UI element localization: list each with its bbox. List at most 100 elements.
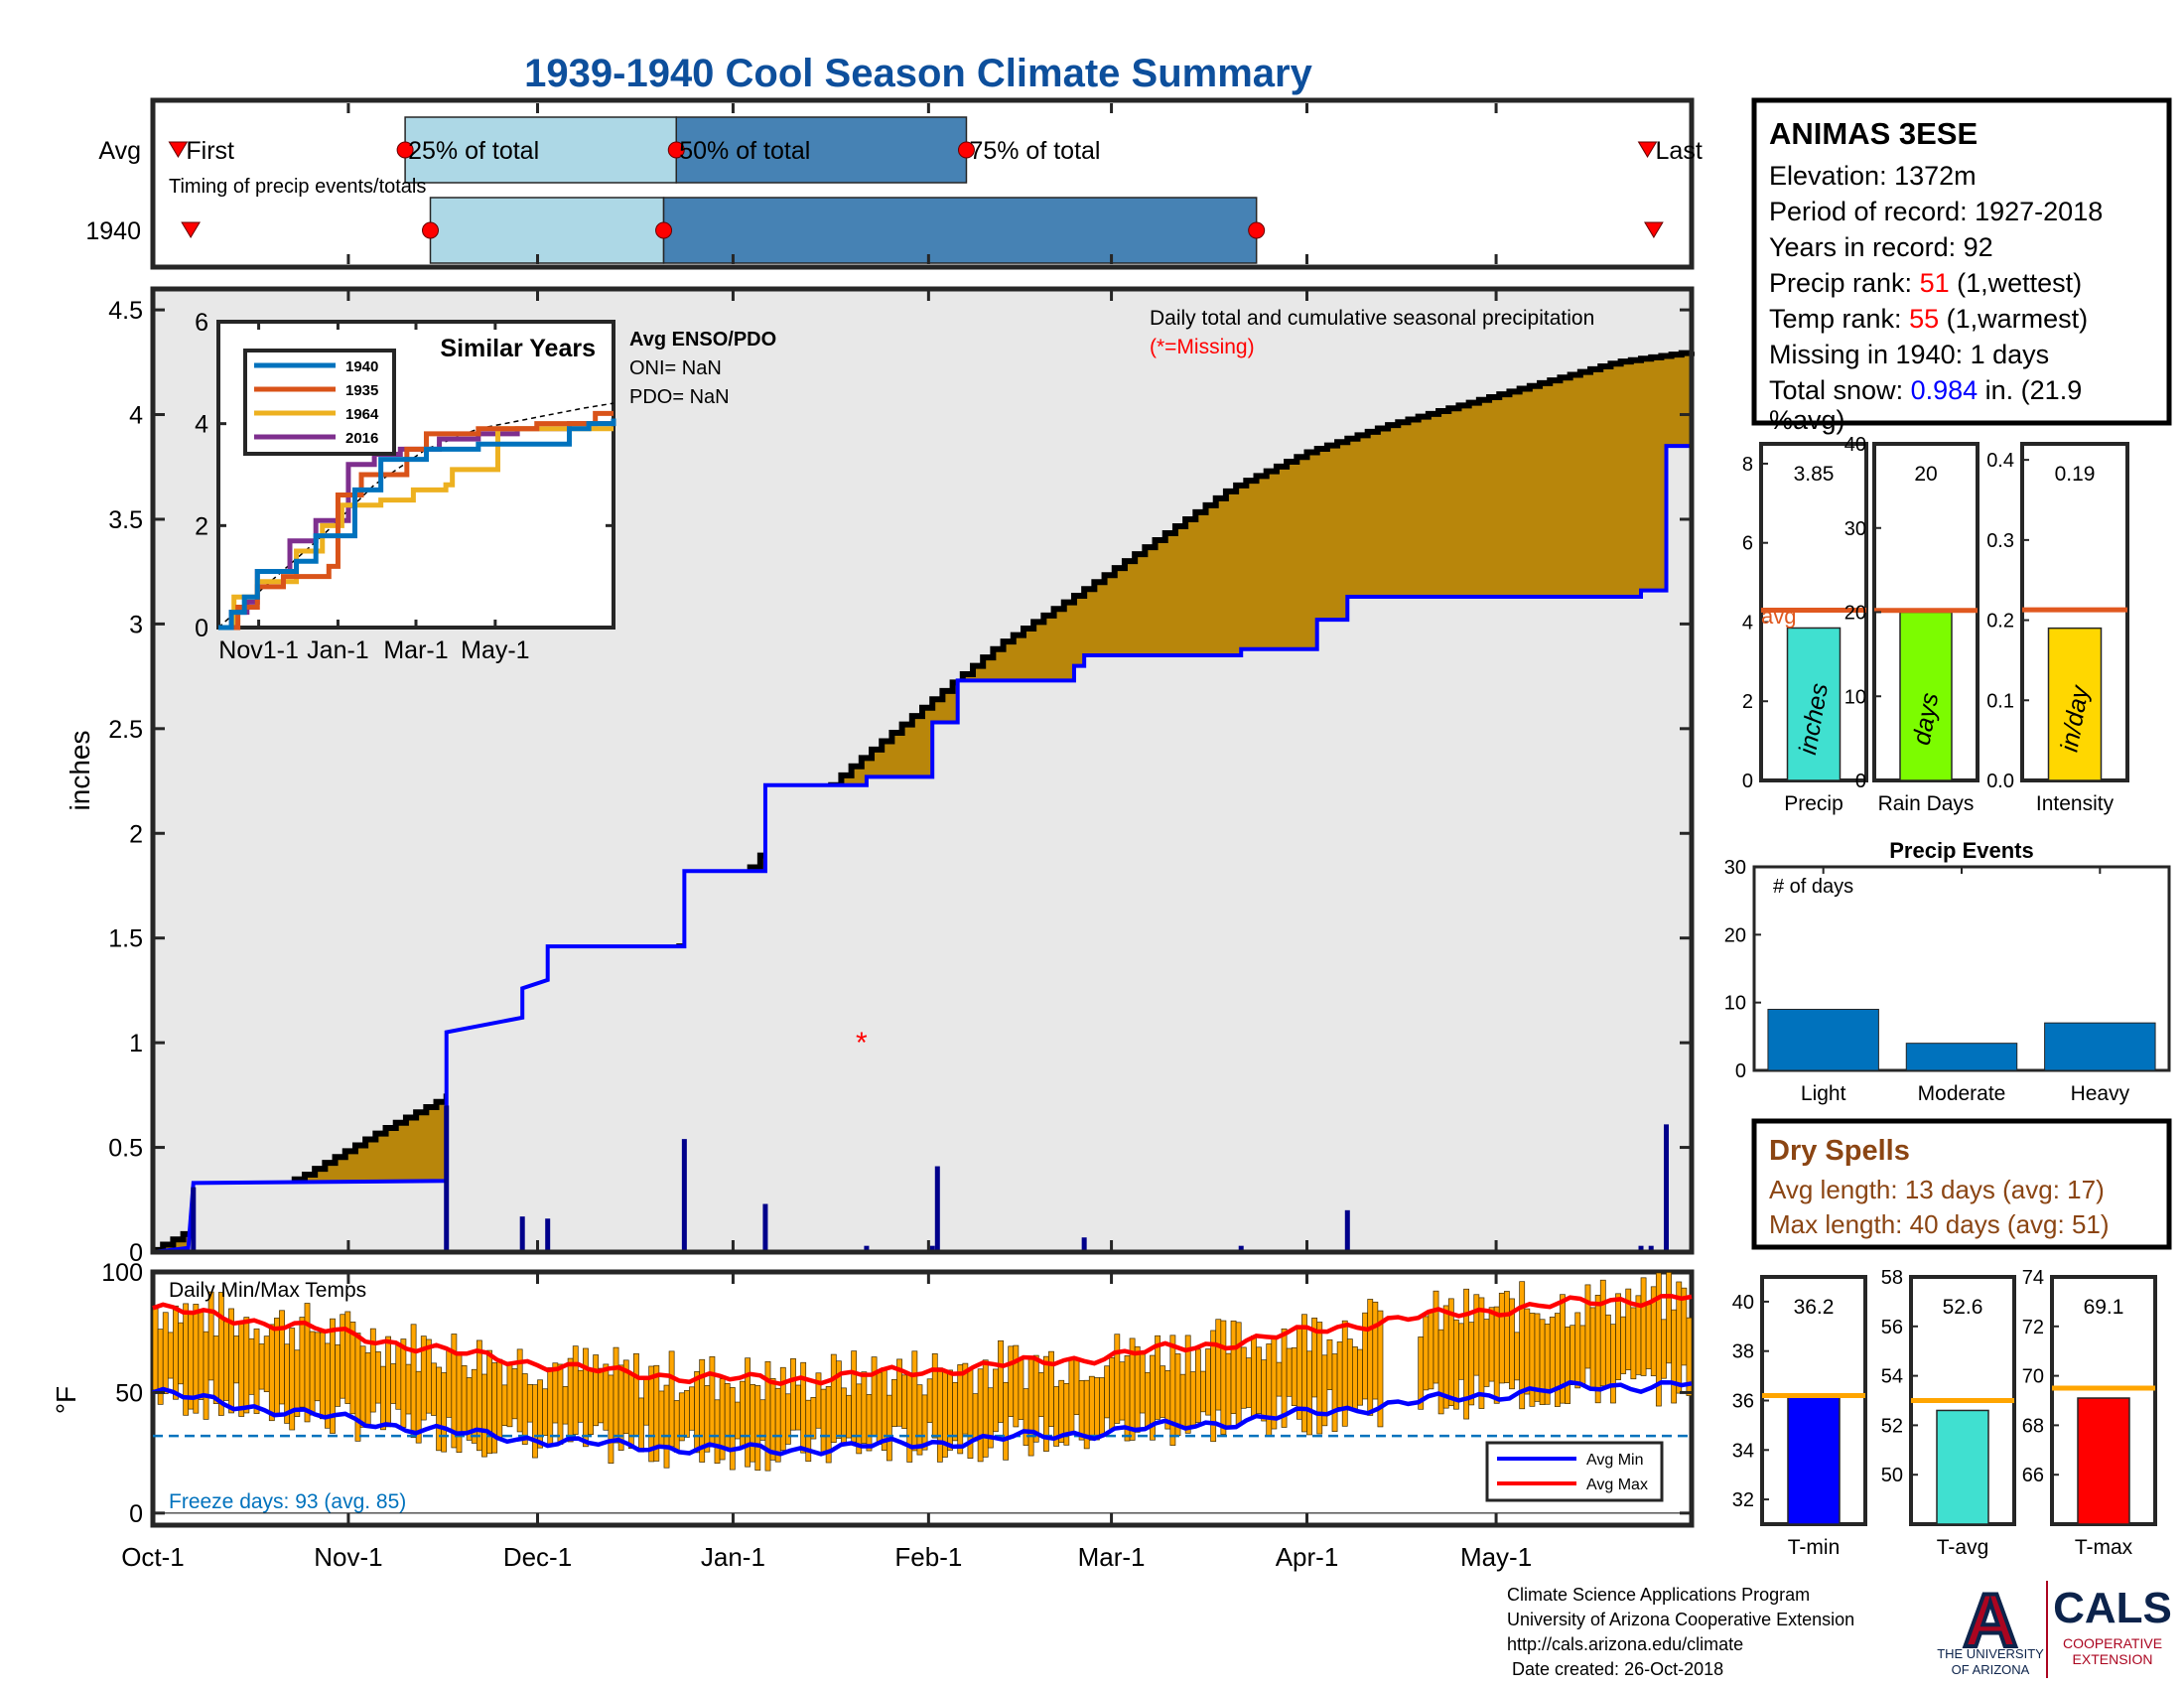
daily-temp-bar-55 xyxy=(431,1362,437,1416)
daily-temp-bar-163 xyxy=(977,1368,984,1463)
daily-temp-bar-95 xyxy=(633,1352,639,1437)
daily-temp-bar-126 xyxy=(790,1358,796,1431)
daily-temp-bar-29 xyxy=(299,1317,306,1408)
daily-temp-bar-14 xyxy=(223,1321,229,1401)
daily-temp-bar-253 xyxy=(1433,1290,1439,1384)
daily-temp-bar-292 xyxy=(1630,1307,1637,1380)
daily-temp-bar-96 xyxy=(638,1397,644,1453)
daily-temp-bar-189 xyxy=(1109,1356,1116,1431)
station-frame xyxy=(1751,97,2172,426)
daily-temp-bar-107 xyxy=(694,1370,701,1454)
daily-temp-bar-25 xyxy=(279,1310,285,1405)
temp-ytick-label-1: 50 xyxy=(115,1379,143,1407)
inset-ytick-label-2: 4 xyxy=(195,411,208,439)
timing-dot-y1940-2 xyxy=(1248,221,1266,239)
cum-ytick-label-2: 1 xyxy=(129,1030,143,1057)
daily-temp-bar-262 xyxy=(1478,1297,1485,1409)
temperature-chart: 0 50 100 Daily Min/Max Temps °F Freeze day… xyxy=(51,1259,1695,1528)
page-title: 1939-1940 Cool Season Climate Summary xyxy=(524,52,1312,95)
events-ytick-label-3: 30 xyxy=(1724,857,1746,879)
daily-temp-bar-182 xyxy=(1073,1356,1080,1416)
dry-max: Max length: 40 days (avg: 51) xyxy=(1769,1209,2110,1239)
events-label-light: Light xyxy=(1801,1082,1846,1105)
timing-caption: Timing of precip events/totals xyxy=(169,176,426,198)
daily-temp-bar-188 xyxy=(1104,1365,1111,1419)
temp-panel-value-0: 36.2 xyxy=(1794,1296,1835,1319)
daily-temp-bar-18 xyxy=(243,1317,250,1414)
daily-temp-bar-42 xyxy=(364,1352,371,1427)
daily-precip-bar-11 xyxy=(1344,1209,1350,1252)
daily-temp-bar-290 xyxy=(1620,1316,1627,1374)
daily-temp-bar-153 xyxy=(926,1378,933,1423)
daily-temp-bar-303 xyxy=(1686,1317,1693,1396)
precip-panel-ytick-label-2-0: 0.0 xyxy=(1986,771,2014,792)
daily-temp-bar-168 xyxy=(1003,1381,1010,1461)
month-label-2: Dec-1 xyxy=(503,1542,572,1572)
timing-last-marker-y1940 xyxy=(1644,221,1664,238)
cum-ytick-label-5: 2.5 xyxy=(108,716,143,744)
daily-temp-bar-227 xyxy=(1301,1314,1307,1433)
daily-temp-bar-141 xyxy=(866,1394,873,1452)
daily-temp-bar-232 xyxy=(1326,1338,1333,1390)
daily-precip-bar-10 xyxy=(1238,1245,1244,1252)
daily-temp-bar-85 xyxy=(583,1347,589,1448)
inset-series-line-1940 xyxy=(218,418,616,631)
daily-temp-bar-219 xyxy=(1261,1359,1268,1422)
daily-temp-bar-181 xyxy=(1068,1359,1075,1434)
similar-years-inset: 0 2 4 6 Nov1-1 Jan-1 Mar-1 May-1 1940 1935 1964 201… xyxy=(195,309,776,664)
daily-temp-bar-32 xyxy=(314,1332,321,1402)
temp-panel-value-2: 69.1 xyxy=(2084,1296,2124,1319)
month-label-1: Nov-1 xyxy=(314,1542,382,1572)
month-label-7: May-1 xyxy=(1460,1542,1532,1572)
daily-temp-bar-183 xyxy=(1078,1380,1085,1441)
daily-temp-bar-145 xyxy=(886,1394,892,1462)
timing-dot-avg-0 xyxy=(396,141,414,159)
daily-temp-bar-7 xyxy=(188,1312,195,1410)
daily-temp-bar-56 xyxy=(436,1366,442,1452)
daily-temp-bar-88 xyxy=(598,1367,605,1424)
temp-legend-box xyxy=(1485,1441,1664,1502)
temp-panel-bar-t-min xyxy=(1787,1394,1841,1525)
daily-temp-bar-105 xyxy=(684,1390,690,1438)
cum-ytick-label-4: 2 xyxy=(129,820,143,848)
daily-temp-bar-115 xyxy=(734,1401,741,1440)
daily-temp-bar-186 xyxy=(1094,1377,1100,1441)
daily-temp-bar-68 xyxy=(496,1358,503,1441)
precip-avg-text: avg xyxy=(1761,604,1796,629)
daily-temp-bar-144 xyxy=(881,1367,887,1451)
daily-temp-bar-237 xyxy=(1352,1346,1358,1410)
station-info-box: ANIMAS 3ESE Elevation: 1372m Period of r… xyxy=(1751,97,2172,435)
daily-temp-bar-199 xyxy=(1160,1365,1166,1418)
station-snow-avg: %avg) xyxy=(1769,405,1845,435)
daily-precip-bar-6 xyxy=(864,1245,870,1252)
cum-ytick-label-1: 0.5 xyxy=(108,1135,143,1163)
daily-temp-bar-31 xyxy=(309,1331,316,1416)
avg-cumulative-outline xyxy=(153,350,1695,1253)
precip-panel-ytick-label-1-2: 20 xyxy=(1844,603,1866,625)
daily-temp-bar-267 xyxy=(1503,1291,1510,1383)
daily-temp-bar-79 xyxy=(552,1362,559,1424)
daily-temp-bar-71 xyxy=(511,1368,518,1420)
daily-temp-bar-130 xyxy=(810,1396,817,1440)
daily-temp-bar-260 xyxy=(1468,1322,1475,1406)
daily-temp-bar-281 xyxy=(1574,1312,1581,1389)
daily-temp-bar-201 xyxy=(1169,1335,1176,1446)
precip-panel-value-2: 0.19 xyxy=(2055,463,2096,486)
timing-label-last: Last xyxy=(1656,137,1703,165)
daily-temp-bar-45 xyxy=(380,1365,386,1431)
inset-legend-label-1935: 1935 xyxy=(345,382,378,399)
daily-precip-bar-13 xyxy=(1648,1245,1654,1252)
cum-ytick-label-3: 1.5 xyxy=(108,925,143,953)
dry-avg: Avg length: 13 days (avg: 17) xyxy=(1769,1175,2105,1204)
temp-panel-ytick-label-0-0: 32 xyxy=(1732,1489,1754,1511)
daily-temp-bar-76 xyxy=(537,1379,543,1449)
daily-temp-bar-97 xyxy=(643,1375,650,1426)
daily-temp-bar-282 xyxy=(1579,1325,1586,1384)
daily-temp-bar-167 xyxy=(998,1339,1004,1423)
daily-temp-bar-196 xyxy=(1144,1371,1151,1430)
daily-temp-bar-64 xyxy=(476,1339,482,1452)
station-precip-rank: Precip rank: 51 (1,wettest) xyxy=(1769,268,2082,298)
timing-dot-y1940-0 xyxy=(422,221,440,239)
daily-temp-bar-217 xyxy=(1251,1335,1257,1417)
